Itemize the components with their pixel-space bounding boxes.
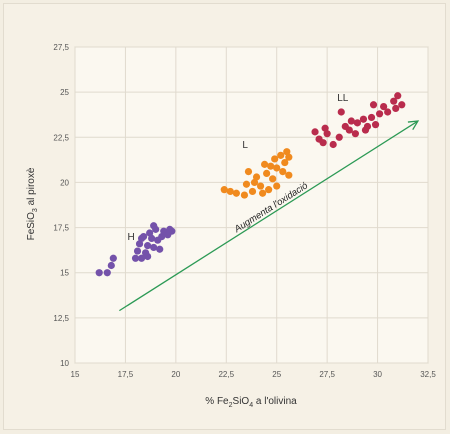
data-point [375,110,384,118]
x-tick-label: 15 [71,370,80,379]
data-point [351,130,359,138]
figure-frame: 15 17,5 20 22,5 25 27,5 30 32,5 10 12,5 15 17,5 20 2… [3,3,446,430]
data-point [369,101,378,109]
data-point [265,186,273,194]
data-point [220,186,228,194]
data-point [390,97,398,105]
data-point [394,92,402,100]
y-tick-label: 12,5 [53,314,69,323]
x-tick-label: 32,5 [420,370,436,379]
data-point [347,117,355,125]
data-point [398,101,406,109]
x-tick-label: 30 [373,370,382,379]
data-point [166,225,174,233]
data-point [367,113,376,122]
y-tick-label: 25 [60,88,69,97]
data-point [252,173,261,181]
data-point [244,167,253,176]
data-point [277,151,285,159]
data-point [109,254,117,262]
data-point [283,148,291,156]
data-point [384,108,392,116]
data-point [353,119,361,127]
data-point [240,191,249,199]
plot-area [74,46,429,364]
data-point [263,169,271,177]
x-tick-label: 17,5 [118,370,134,379]
data-point [285,171,293,179]
x-tick-labels: 15 17,5 20 22,5 25 27,5 30 32,5 [71,370,437,379]
data-point [150,222,158,230]
data-point [311,128,319,136]
data-point [137,254,146,262]
data-point [250,178,259,187]
data-point [133,247,142,255]
x-tick-label: 22,5 [218,370,234,379]
data-point [321,124,329,132]
cluster-label: L [242,140,248,151]
data-point [371,121,380,129]
data-point [323,130,331,138]
data-point [279,167,287,176]
data-point [131,254,140,262]
data-point [269,175,277,183]
arrow-line [119,120,419,312]
data-point [261,160,269,168]
data-point [258,189,267,197]
data-point [144,252,152,261]
y-tick-label: 15 [60,269,69,278]
x-tick-label: 20 [171,370,180,379]
data-point [256,182,265,190]
data-points [95,92,406,277]
data-point [107,261,115,270]
data-point [137,234,146,243]
data-point [95,269,103,277]
data-point [345,126,353,134]
data-point [242,180,251,188]
data-point [335,133,343,141]
y-axis-title: FeSiO3 al piroxè [26,167,39,240]
data-point [361,126,370,134]
data-point [273,164,281,172]
x-tick-label: 25 [272,370,281,379]
y-tick-label: 17,5 [53,224,69,233]
y-tick-label: 20 [60,178,69,187]
y-tick-label: 10 [60,359,69,368]
data-point [271,155,279,163]
data-point [146,229,154,237]
y-tick-label: 22,5 [53,133,69,142]
data-point [281,158,289,167]
data-point [135,240,144,248]
data-point [226,187,234,196]
data-point [267,162,275,170]
data-point [273,182,281,190]
data-point [232,189,240,197]
arrow-head [407,120,420,130]
scatter-chart: 15 17,5 20 22,5 25 27,5 30 32,5 10 12,5 15 17,5 20 2… [26,43,437,409]
data-point [337,108,345,116]
y-tick-label: 27,5 [53,43,69,52]
data-point [158,233,166,241]
data-point [319,139,327,147]
x-tick-label: 27,5 [319,370,335,379]
data-point [150,243,158,252]
cluster-label: LL [337,93,349,104]
data-point [156,245,164,253]
x-axis-title: % Fe2SiO4 a l'olivina [205,396,297,409]
data-point [144,242,152,250]
grid-lines [74,46,429,364]
data-point [248,187,257,196]
data-point [359,115,368,123]
data-point [329,140,337,149]
y-tick-labels: 10 12,5 15 17,5 20 22,5 25 27,5 [53,43,69,368]
data-point [380,102,388,111]
data-point [103,269,111,277]
data-point [285,153,293,161]
data-point [148,234,156,243]
cluster-label: H [127,232,134,243]
data-point [392,104,400,112]
